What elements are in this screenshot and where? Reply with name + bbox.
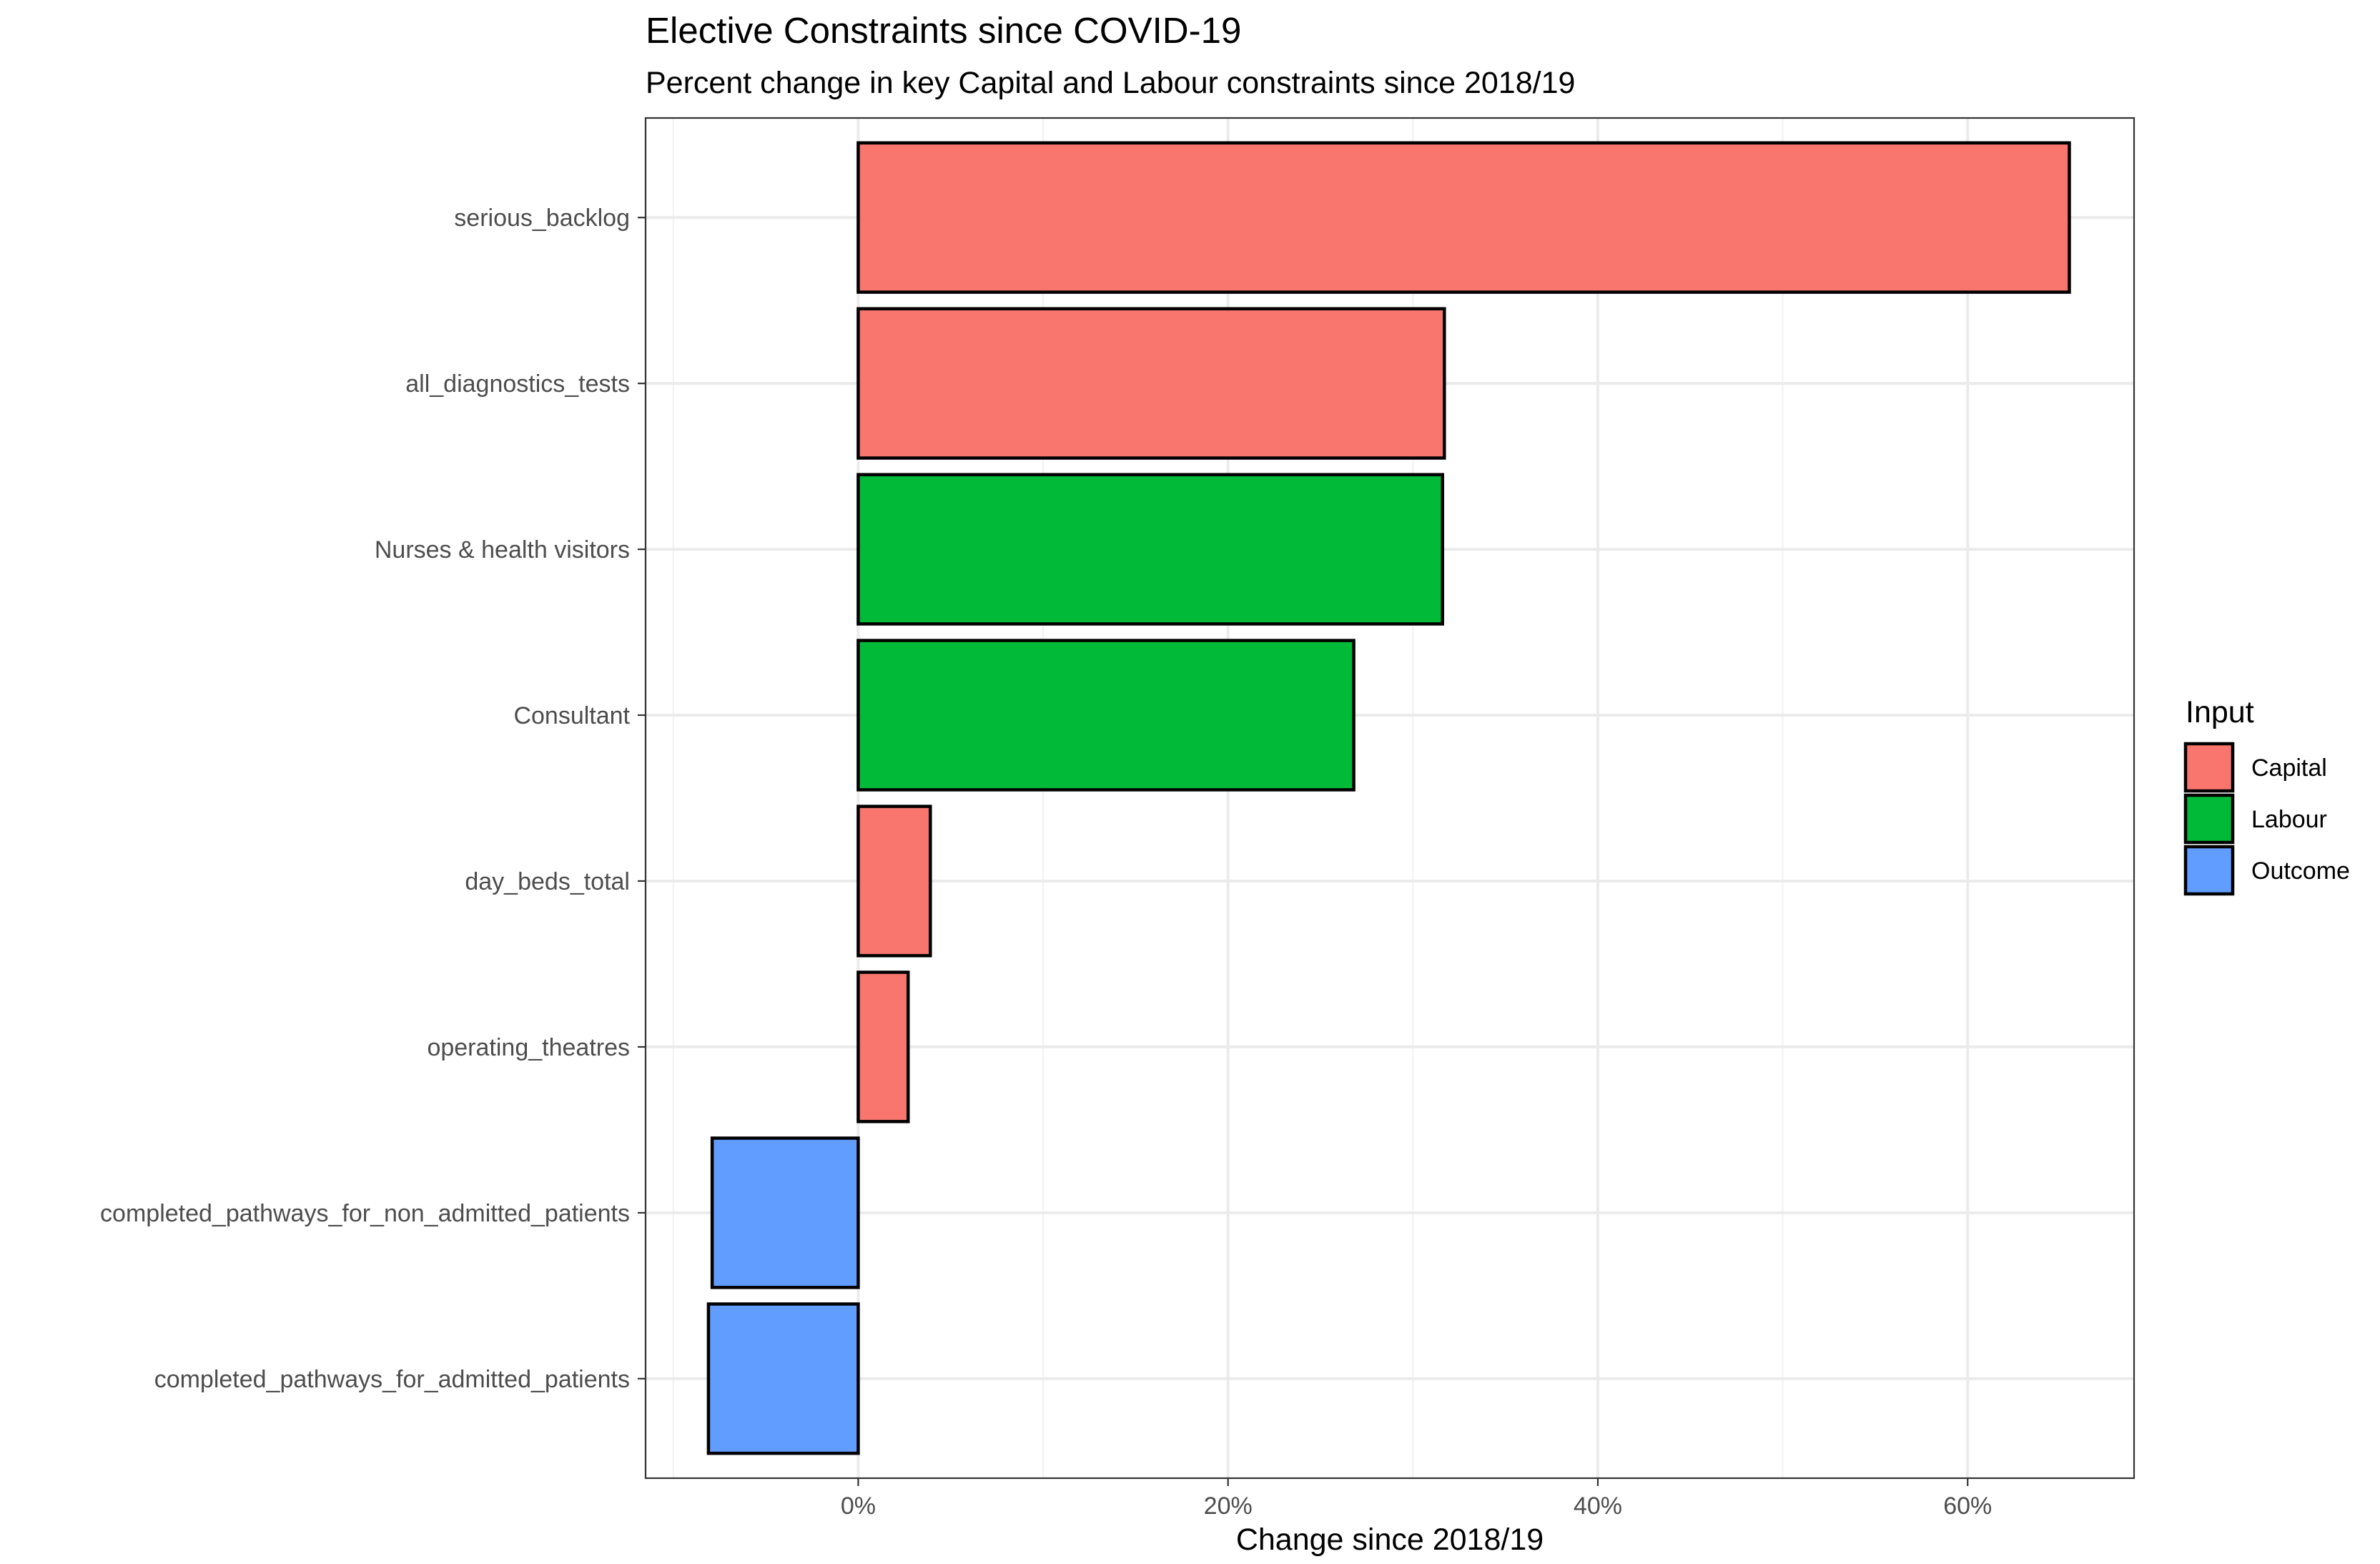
- legend: Input Capital Labour Outcome: [2183, 695, 2350, 896]
- bar-completed-pathways-for-admitted-patients: [706, 1302, 860, 1455]
- chart-title: Elective Constraints since COVID-19: [646, 10, 1241, 51]
- bar-operating-theatres: [856, 970, 910, 1123]
- y-tick-label: completed_pathways_for_admitted_patients: [154, 1366, 630, 1393]
- y-tick-label: Nurses & health visitors: [375, 536, 630, 564]
- bar-consultant: [856, 639, 1356, 792]
- x-axis-title: Change since 2018/19: [1236, 1523, 1544, 1557]
- legend-key-outcome: [2183, 845, 2235, 896]
- x-tick-label: 60%: [1943, 1492, 1992, 1520]
- legend-title: Input: [2186, 695, 2254, 729]
- y-tick-label: Consultant: [513, 702, 630, 729]
- x-tick-label: 0%: [841, 1492, 876, 1520]
- bar-serious-backlog: [856, 141, 2071, 294]
- legend-label-outcome: Outcome: [2251, 857, 2350, 885]
- bar-all-diagnostics-tests: [856, 307, 1446, 460]
- y-axis: serious_backlog all_diagnostics_tests Nurs…: [100, 205, 646, 1393]
- x-tick-label: 40%: [1574, 1492, 1622, 1520]
- y-tick-label: serious_backlog: [454, 205, 630, 232]
- legend-key-capital: [2183, 742, 2235, 793]
- x-tick-label: 20%: [1204, 1492, 1253, 1520]
- legend-key-labour: [2183, 793, 2235, 845]
- x-axis: 0% 20% 40% 60%: [841, 1478, 1992, 1520]
- y-tick-label: completed_pathways_for_non_admitted_pati…: [100, 1200, 630, 1227]
- bar-completed-pathways-for-non-admitted-patients: [710, 1136, 860, 1289]
- y-tick-label: operating_theatres: [427, 1034, 630, 1061]
- y-tick-label: day_beds_total: [465, 868, 630, 895]
- y-tick-label: all_diagnostics_tests: [405, 370, 630, 398]
- legend-label-capital: Capital: [2251, 754, 2327, 782]
- bars-layer: [706, 141, 2071, 1455]
- bar-nurses-health-visitors: [856, 473, 1444, 626]
- legend-label-labour: Labour: [2251, 806, 2327, 833]
- plot-panel-border: [644, 117, 2135, 1480]
- bar-day-beds-total: [856, 805, 932, 958]
- chart-subtitle: Percent change in key Capital and Labour…: [646, 66, 1575, 100]
